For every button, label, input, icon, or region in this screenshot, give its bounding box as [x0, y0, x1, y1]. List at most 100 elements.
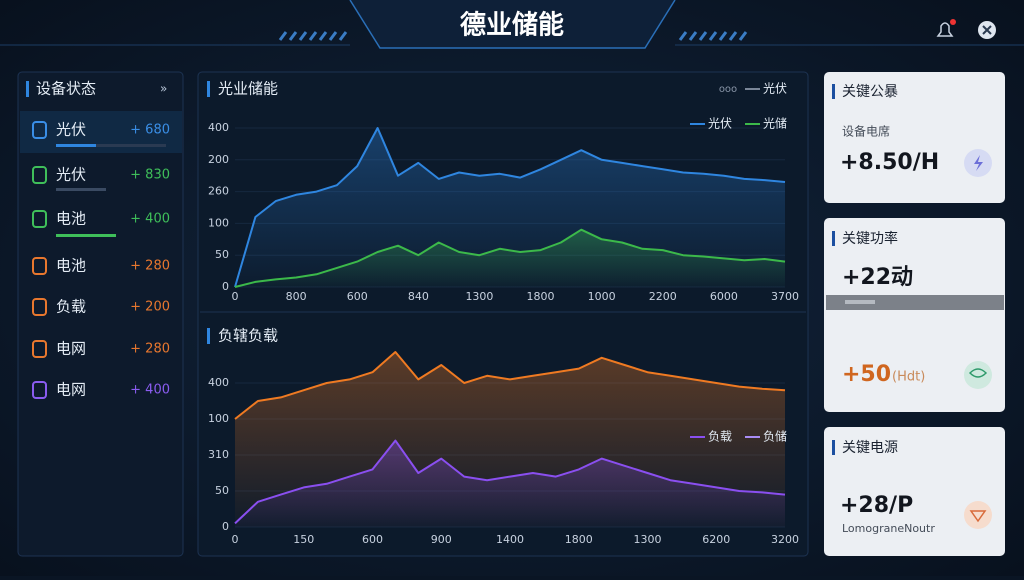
series-line [234, 228, 786, 288]
item-icon [32, 166, 47, 184]
chart-title: 负辖负载 [218, 327, 278, 345]
item-icon [32, 257, 47, 275]
item-value: + 400 [130, 212, 170, 227]
item-icon [32, 340, 47, 358]
item-label: 电池 [56, 210, 86, 228]
y-tick-label: 400 [208, 376, 229, 389]
badge-icon [968, 368, 988, 378]
item-icon [32, 210, 47, 228]
card-value: +28/P [840, 493, 913, 518]
y-tick-label: 100 [208, 412, 229, 425]
title-accent [207, 328, 210, 344]
series-area [235, 229, 785, 287]
accent [832, 84, 835, 99]
legend-label: 负储 [763, 429, 787, 444]
item-label: 电池 [56, 257, 86, 275]
accent [832, 440, 835, 455]
x-tick-label: 1800 [527, 290, 555, 303]
card-title: 关键电源 [842, 440, 898, 456]
series-line [234, 127, 786, 288]
card-value: +8.50/H [840, 150, 939, 175]
card-unit: (Hdt) [892, 370, 925, 385]
item-icon [32, 121, 47, 139]
charts: 光业储能 0 50 100 260 200 400 0 800 600 840 1300 1800 100… [207, 80, 799, 546]
x-tick-label: 800 [286, 290, 307, 303]
x-tick-label: 3700 [771, 290, 799, 303]
badge-icon [969, 510, 987, 523]
x-tick-label: 1400 [496, 533, 524, 546]
overlay-bar [826, 295, 1004, 310]
y-tick-label: 400 [208, 121, 229, 134]
header-frame [349, 0, 676, 49]
card-title: 关键功率 [842, 230, 898, 247]
x-tick-label: 900 [431, 533, 452, 546]
card-value: +22动 [842, 265, 913, 290]
item-value: + 400 [130, 383, 170, 398]
item-value: + 200 [130, 300, 170, 315]
y-tick-label: 0 [222, 520, 229, 533]
x-tick-label: 6000 [710, 290, 738, 303]
sidebar-items: 光伏 + 680 光伏 + 830 电池 + 400 电池 + 280 负载 + 200 电网 + 2… [32, 121, 170, 399]
y-tick-label: 50 [215, 248, 229, 261]
x-tick-label: 1800 [565, 533, 593, 546]
item-value: + 280 [130, 259, 170, 274]
x-tick-label: 600 [362, 533, 383, 546]
bell-icon[interactable] [936, 19, 956, 37]
progress-track [96, 144, 166, 147]
item-value: + 280 [130, 342, 170, 357]
close-icon[interactable] [978, 21, 996, 39]
chart-title: 光业储能 [218, 80, 278, 98]
card: 关键公暴 设备电席 +8.50/H [824, 72, 1005, 203]
y-tick-label: 100 [208, 216, 229, 229]
card: 关键功率 +22动 +50 (Hdt) [824, 218, 1005, 412]
item-value: + 680 [130, 123, 170, 138]
series-line [234, 439, 786, 525]
x-tick-label: 0 [232, 290, 239, 303]
card-badge [964, 501, 992, 529]
header-title: 德业储能 [460, 10, 564, 41]
card-badge [964, 361, 992, 389]
y-tick-label: 0 [222, 280, 229, 293]
x-tick-label: 1300 [465, 290, 493, 303]
item-label: 电网 [56, 381, 86, 399]
card-bg [824, 72, 1005, 203]
x-tick-label: 3200 [771, 533, 799, 546]
collapse-icon[interactable]: » [160, 82, 167, 96]
card-title: 关键公暴 [842, 84, 898, 100]
card-bg [824, 427, 1005, 556]
x-tick-label: 150 [293, 533, 314, 546]
card-value: +50 [842, 362, 891, 387]
series-line [234, 351, 786, 420]
item-label: 电网 [56, 340, 86, 358]
accent [26, 81, 29, 97]
x-tick-label: 840 [408, 290, 429, 303]
item-label: 光伏 [56, 166, 86, 184]
y-tick-label: 50 [215, 484, 229, 497]
legend-label: 光伏 [708, 117, 732, 131]
card-label: 设备电席 [842, 124, 890, 139]
sidebar-panel [17, 71, 184, 557]
badge-icon [974, 155, 983, 171]
item-icon [32, 381, 47, 399]
x-tick-label: 0 [232, 533, 239, 546]
item-value: + 830 [130, 168, 170, 183]
progress [56, 144, 96, 147]
y-tick-label: 200 [208, 153, 229, 166]
x-tick-label: 2200 [649, 290, 677, 303]
y-tick-label: 310 [208, 448, 229, 461]
x-tick-label: 1300 [634, 533, 662, 546]
card: 关键电源 +28/P LomograneNoutr [824, 427, 1005, 556]
legend-label: 负载 [708, 430, 732, 444]
item-icon [32, 298, 47, 316]
x-tick-label: 600 [347, 290, 368, 303]
x-tick-label: 1000 [588, 290, 616, 303]
title-accent [207, 81, 210, 97]
legend-label: 光储 [763, 116, 787, 131]
card-label: LomograneNoutr [842, 522, 935, 535]
series-area [235, 440, 785, 527]
sidebar-title: 设备状态 [36, 80, 96, 98]
legend-marker: ooo [719, 84, 737, 95]
overlay-bar [845, 300, 875, 304]
